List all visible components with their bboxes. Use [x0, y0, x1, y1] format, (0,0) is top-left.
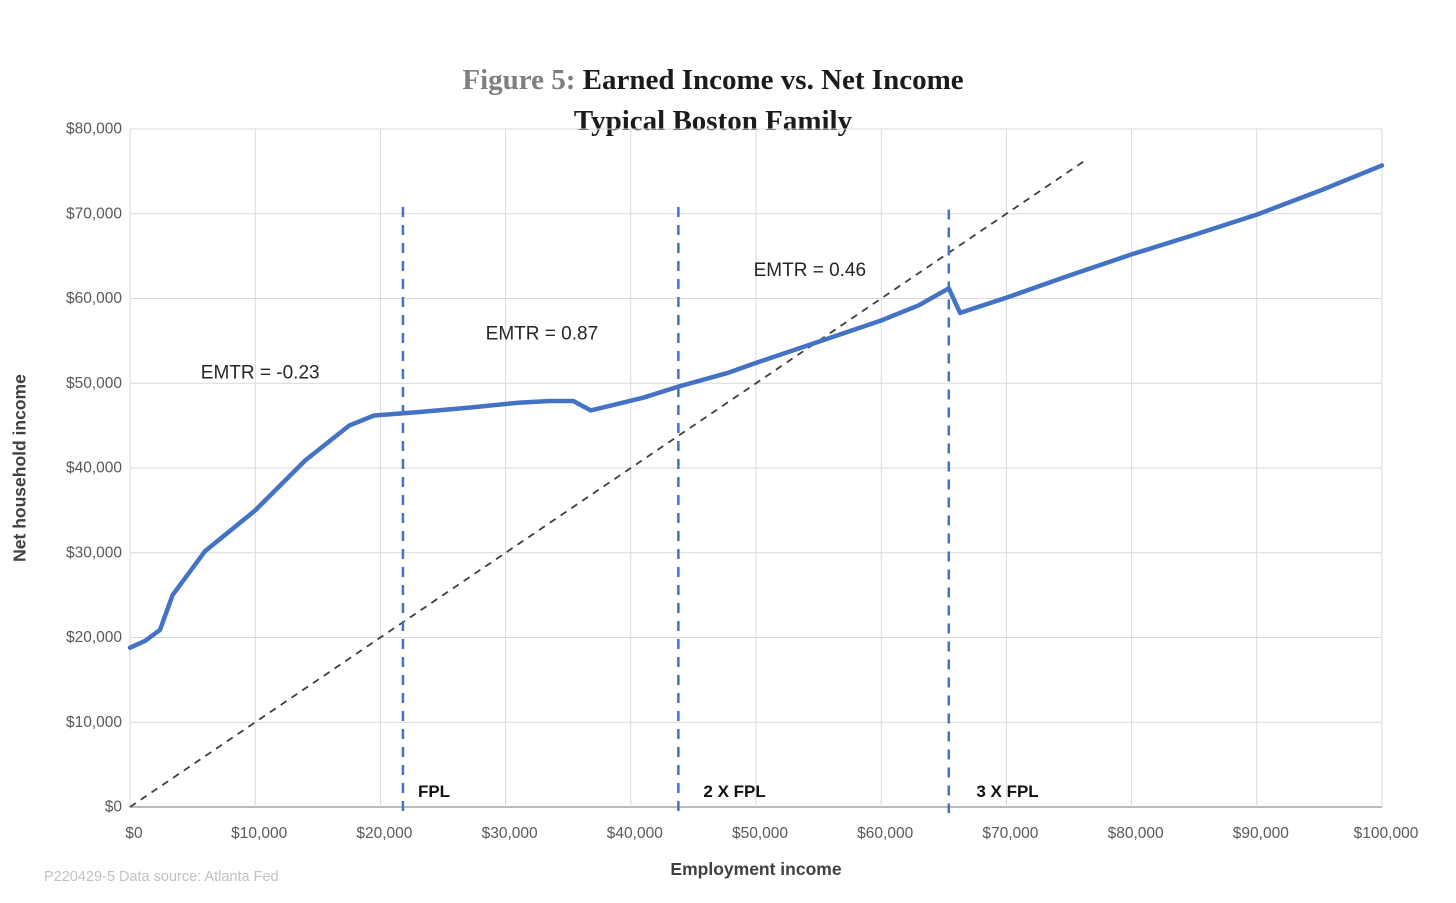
y-tick-label: $50,000: [66, 375, 122, 392]
y-tick-label: $60,000: [66, 290, 122, 307]
fpl-label: 2 X FPL: [703, 782, 765, 801]
x-tick-label: $70,000: [982, 825, 1038, 842]
chart-title: Figure 5: Earned Income vs. Net Income T…: [0, 60, 1426, 142]
chart-title-line1: Figure 5: Earned Income vs. Net Income: [0, 60, 1426, 101]
x-tick-label: $30,000: [482, 825, 538, 842]
x-tick-label: $90,000: [1233, 825, 1289, 842]
figure-number-label: Figure 5:: [462, 64, 576, 96]
x-tick-label: $80,000: [1108, 825, 1164, 842]
y-tick-label: $20,000: [66, 629, 122, 646]
net-income-line: [127, 163, 1385, 650]
x-tick-label: $40,000: [607, 825, 663, 842]
y-tick-label: $30,000: [66, 544, 122, 561]
emtr-annotation: EMTR = 0.46: [754, 260, 866, 281]
x-tick-label: $100,000: [1354, 825, 1419, 842]
fpl-label: FPL: [418, 782, 450, 801]
x-tick-label: $60,000: [857, 825, 913, 842]
y-axis-title: Net household income: [9, 374, 30, 562]
y-tick-label: $40,000: [66, 460, 122, 477]
y-tick-label: $70,000: [66, 205, 122, 222]
chart-title-line2: Typical Boston Family: [573, 105, 853, 137]
fpl-label: 3 X FPL: [976, 782, 1038, 801]
reference-45deg-line: [129, 159, 1086, 808]
chart-title-text: Earned Income vs. Net Income: [582, 64, 964, 96]
y-tick-label: $10,000: [66, 714, 122, 731]
emtr-annotation: EMTR = -0.23: [201, 363, 320, 384]
x-axis-title: Employment income: [670, 859, 842, 879]
x-tick-label: $10,000: [231, 825, 287, 842]
emtr-annotation: EMTR = 0.87: [486, 324, 598, 345]
x-tick-label: $50,000: [732, 825, 788, 842]
x-tick-label: $0: [125, 825, 143, 842]
x-tick-label: $20,000: [356, 825, 412, 842]
source-note: P220429-5 Data source: Atlanta Fed: [44, 869, 279, 885]
y-tick-label: $0: [105, 799, 123, 816]
y-tick-label: $80,000: [66, 121, 122, 138]
